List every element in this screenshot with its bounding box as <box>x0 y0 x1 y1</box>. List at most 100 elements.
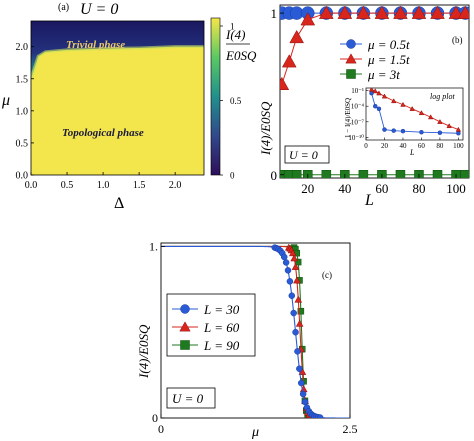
colorbar-label-numerator: I(4) <box>225 27 246 42</box>
panel-c-label: (c) <box>322 270 332 280</box>
inset-point-1 <box>372 103 378 109</box>
colorbar-tick-label: 0 <box>230 171 235 181</box>
panel-c-point-1 <box>301 398 309 406</box>
trivial-phase-label: Trivial phase <box>66 39 125 51</box>
panel-c-point-1 <box>284 267 292 274</box>
panel-b-point-2 <box>411 5 427 19</box>
panel-b-u-label: U = 0 <box>289 148 318 162</box>
panel-b-point-2 <box>281 54 297 68</box>
panel-b-x-tick-label: 80 <box>412 181 425 196</box>
panel-c-x-tick-label: 2.5 <box>343 422 358 436</box>
panel-a-x-tick-label: 0.0 <box>25 180 38 191</box>
inset-point-2 <box>368 88 375 92</box>
panel-a-title: U = 0 <box>80 1 118 18</box>
inset-point-2 <box>418 110 425 116</box>
panel-c-axes: 0 2.5 0 1. <box>149 239 358 436</box>
panel-c-point-1 <box>288 292 296 299</box>
panel-b-point-2 <box>448 5 464 19</box>
inset-point-2 <box>381 93 388 99</box>
panel-b-point-3 <box>460 170 469 178</box>
colorbar-tick-label: 0.5 <box>230 96 242 106</box>
trivial-region <box>31 21 204 79</box>
panel-b-x-tick-label: 60 <box>375 181 388 196</box>
colorbar-label: I(4) E0SQ <box>225 27 257 63</box>
inset-point-1 <box>391 128 396 133</box>
inset-x-tick-label: 80 <box>436 142 444 150</box>
heatmap-frame <box>30 20 205 176</box>
panel-c-y-tick-label: 0 <box>152 411 158 425</box>
panel-c-point-2 <box>291 262 300 270</box>
panel-c-legend-entry: L = 60 <box>203 320 240 335</box>
panel-c-point-1 <box>290 309 297 317</box>
panel-b-legend-marker <box>346 69 356 79</box>
inset-point-2 <box>427 114 434 120</box>
panel-b-x-tick-label: 40 <box>338 181 351 196</box>
panel-b-ylabel: I(4)/E0SQ <box>258 101 273 156</box>
inset-series <box>368 88 462 136</box>
panel-c-u-box <box>166 387 216 409</box>
panel-b-point-2 <box>457 5 469 19</box>
panel-c-series <box>161 243 350 418</box>
panel-b-point-2 <box>280 76 290 90</box>
inset-point-2 <box>446 123 452 129</box>
panel-c-point-1 <box>316 414 324 418</box>
inset-point-1 <box>419 129 424 135</box>
panel-a-ylabel: μ <box>1 92 10 109</box>
panel-c-point-2 <box>294 295 303 303</box>
inset-frame <box>365 87 464 141</box>
inset-ylabel: 1 − I(4)/E0SQ <box>344 98 352 138</box>
panel-a-axes: 0.0 0.5 1.0 1.5 2.0 0.0 0.5 1.0 1.5 2.0 <box>16 42 182 191</box>
inset-point-2 <box>409 105 415 111</box>
panel-c-legend-marker <box>179 321 191 332</box>
inset-point-1 <box>437 130 443 135</box>
panel-c-point-1 <box>296 365 303 372</box>
panel-c-point-1 <box>297 379 305 387</box>
panel-a-x-tick-label: 1.5 <box>133 180 146 191</box>
panel-b-axes: 20 40 60 80 100 0 1 <box>271 6 466 196</box>
colorbar-tick-label: 1 <box>230 22 235 32</box>
inset-x-tick-label: 60 <box>418 142 426 150</box>
panel-c-point-1 <box>299 390 307 398</box>
topological-phase-label: Topological phase <box>62 127 144 139</box>
inset-point-1 <box>382 127 387 132</box>
inset-x-tick-label: 100 <box>453 142 464 150</box>
panel-a-label: (a) <box>58 2 69 13</box>
panel-b-point-2 <box>356 5 371 19</box>
panel-b-x-tick-label: 20 <box>301 181 314 196</box>
panel-a-y-tick-label: 2.0 <box>16 42 29 53</box>
panel-b-xlabel: L <box>364 192 374 209</box>
inset-y-tick-label: 10⁻⁷ <box>351 118 365 126</box>
panel-c: 0 2.501. (c) μ I(4)/E0SQ L = 30L = 60L = … <box>136 239 358 440</box>
panel-c-x-tick-label: 0 <box>158 422 164 436</box>
inset-point-2 <box>376 90 382 96</box>
panel-b-point-2 <box>337 5 353 19</box>
panel-b-legend: μ = 0.5tμ = 1.5tμ = 3t <box>340 37 410 82</box>
panel-c-legend: L = 30 L = 60 L = 90 <box>172 302 240 353</box>
panel-b-point-2 <box>300 12 316 26</box>
panel-a-y-tick-label: 1.0 <box>16 106 29 117</box>
inset-y-tick-label: 10⁻¹ <box>351 87 364 95</box>
panel-b-u-box <box>284 145 330 164</box>
panel-a-y-tick-label: 1.5 <box>16 74 29 85</box>
inset-point-2 <box>455 126 462 132</box>
panel-b-point-3 <box>395 170 406 178</box>
panel-c-xlabel: μ <box>251 425 259 440</box>
panel-a-x-tick-label: 1.0 <box>97 180 110 191</box>
inset-y-tick-label: 10⁻¹⁰ <box>348 134 364 142</box>
panel-c-legend-entry: L = 90 <box>203 338 240 353</box>
panel-b-point-3 <box>291 170 302 178</box>
panel-c-point-2 <box>295 319 304 327</box>
panel-b-point-2 <box>374 5 390 19</box>
panel-c-point-3 <box>297 307 305 315</box>
panel-b-y-tick-label: 0 <box>271 168 278 183</box>
panel-a-xlabel: Δ <box>114 195 124 212</box>
panel-b-legend-marker <box>346 39 356 49</box>
panel-c-ylabel: I(4)/E0SQ <box>136 324 151 379</box>
panel-a-x-tick-label: 2.0 <box>169 180 182 191</box>
panel-c-point-2 <box>290 254 299 262</box>
panel-b-point-2 <box>318 5 334 19</box>
panel-b-point-3 <box>432 170 443 178</box>
panel-c-legend-entry: L = 30 <box>203 302 240 317</box>
panel-b-legend-entry: μ = 0.5t <box>367 37 410 52</box>
panel-b-label: (b) <box>452 35 463 45</box>
